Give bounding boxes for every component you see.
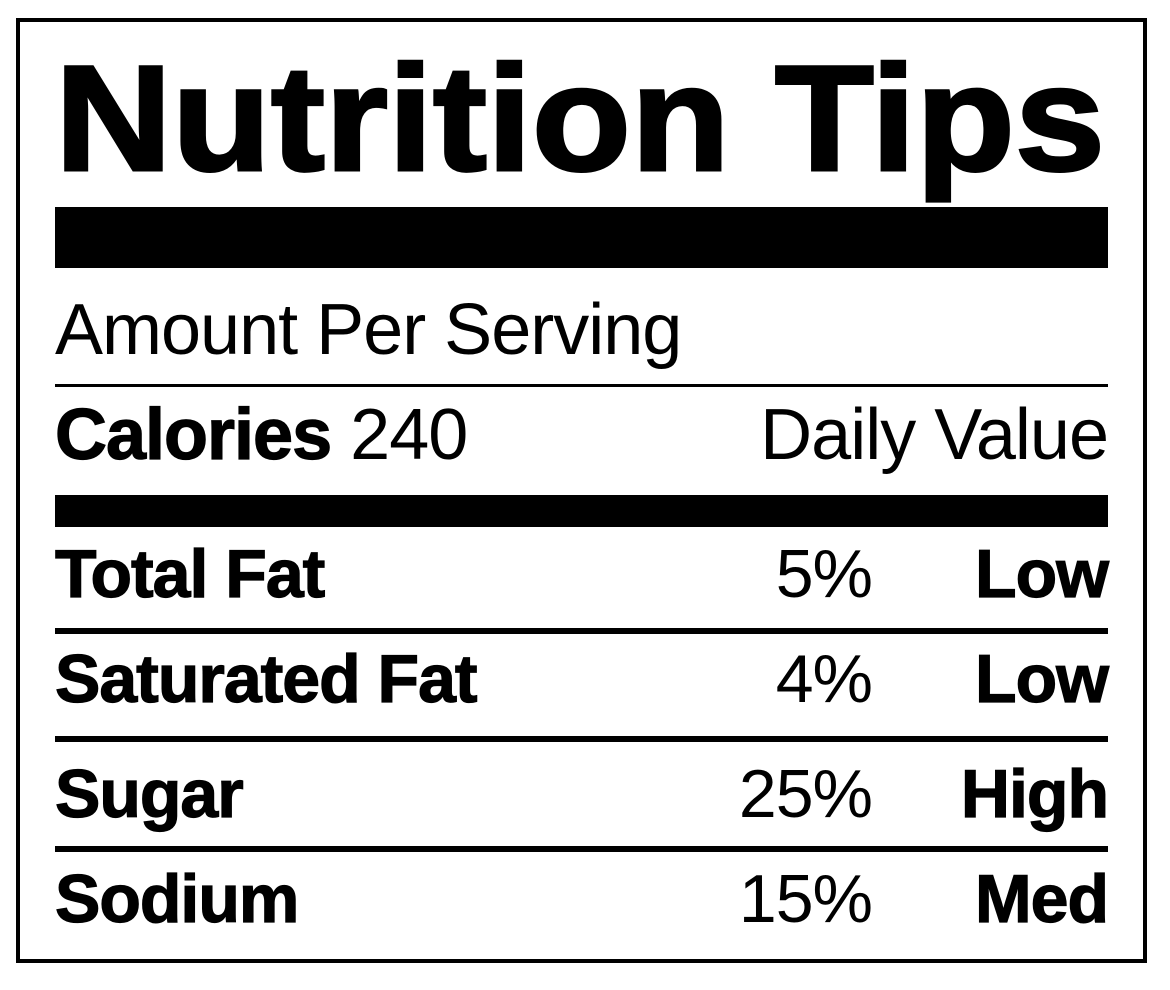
nutrient-percent: 15% (738, 861, 873, 937)
label-title-text: Nutrition Tips (55, 42, 1105, 202)
nutrient-name: Sugar (54, 756, 244, 832)
nutrient-percent: 5% (775, 536, 873, 612)
nutrient-name: Sodium (54, 861, 300, 937)
label-title: Nutrition Tips (55, 42, 1108, 207)
calories-label: Calories (54, 395, 332, 475)
row-divider (55, 846, 1108, 852)
nutrient-name: Total Fat (54, 536, 325, 612)
calories-value: 240 (350, 395, 468, 475)
nutrient-row-sugar: Sugar 25% High (54, 756, 1109, 832)
nutrition-label: Nutrition Tips Amount Per Serving Calori… (16, 18, 1147, 963)
nutrient-level: Med (974, 861, 1109, 937)
nutrient-level: Low (974, 536, 1109, 612)
title-divider-bar (55, 207, 1108, 268)
nutrient-row-total-fat: Total Fat 5% Low (54, 536, 1109, 612)
row-divider (55, 628, 1108, 634)
nutrient-level: High (960, 756, 1109, 832)
calories-row: Calories 240 Daily Value (54, 395, 1109, 475)
calories-cell: Calories 240 (54, 395, 760, 475)
nutrient-percent: 25% (738, 756, 873, 832)
nutrient-row-sodium: Sodium 15% Med (54, 861, 1109, 937)
hairline-divider (55, 384, 1108, 387)
nutrient-percent: 4% (775, 641, 873, 717)
section-divider-bar (55, 495, 1108, 527)
row-divider (55, 736, 1108, 742)
nutrient-name: Saturated Fat (54, 641, 478, 717)
nutrient-row-saturated-fat: Saturated Fat 4% Low (54, 641, 1109, 717)
nutrient-level: Low (974, 641, 1109, 717)
daily-value-header: Daily Value (760, 395, 1109, 475)
amount-per-serving-header: Amount Per Serving (55, 290, 682, 370)
